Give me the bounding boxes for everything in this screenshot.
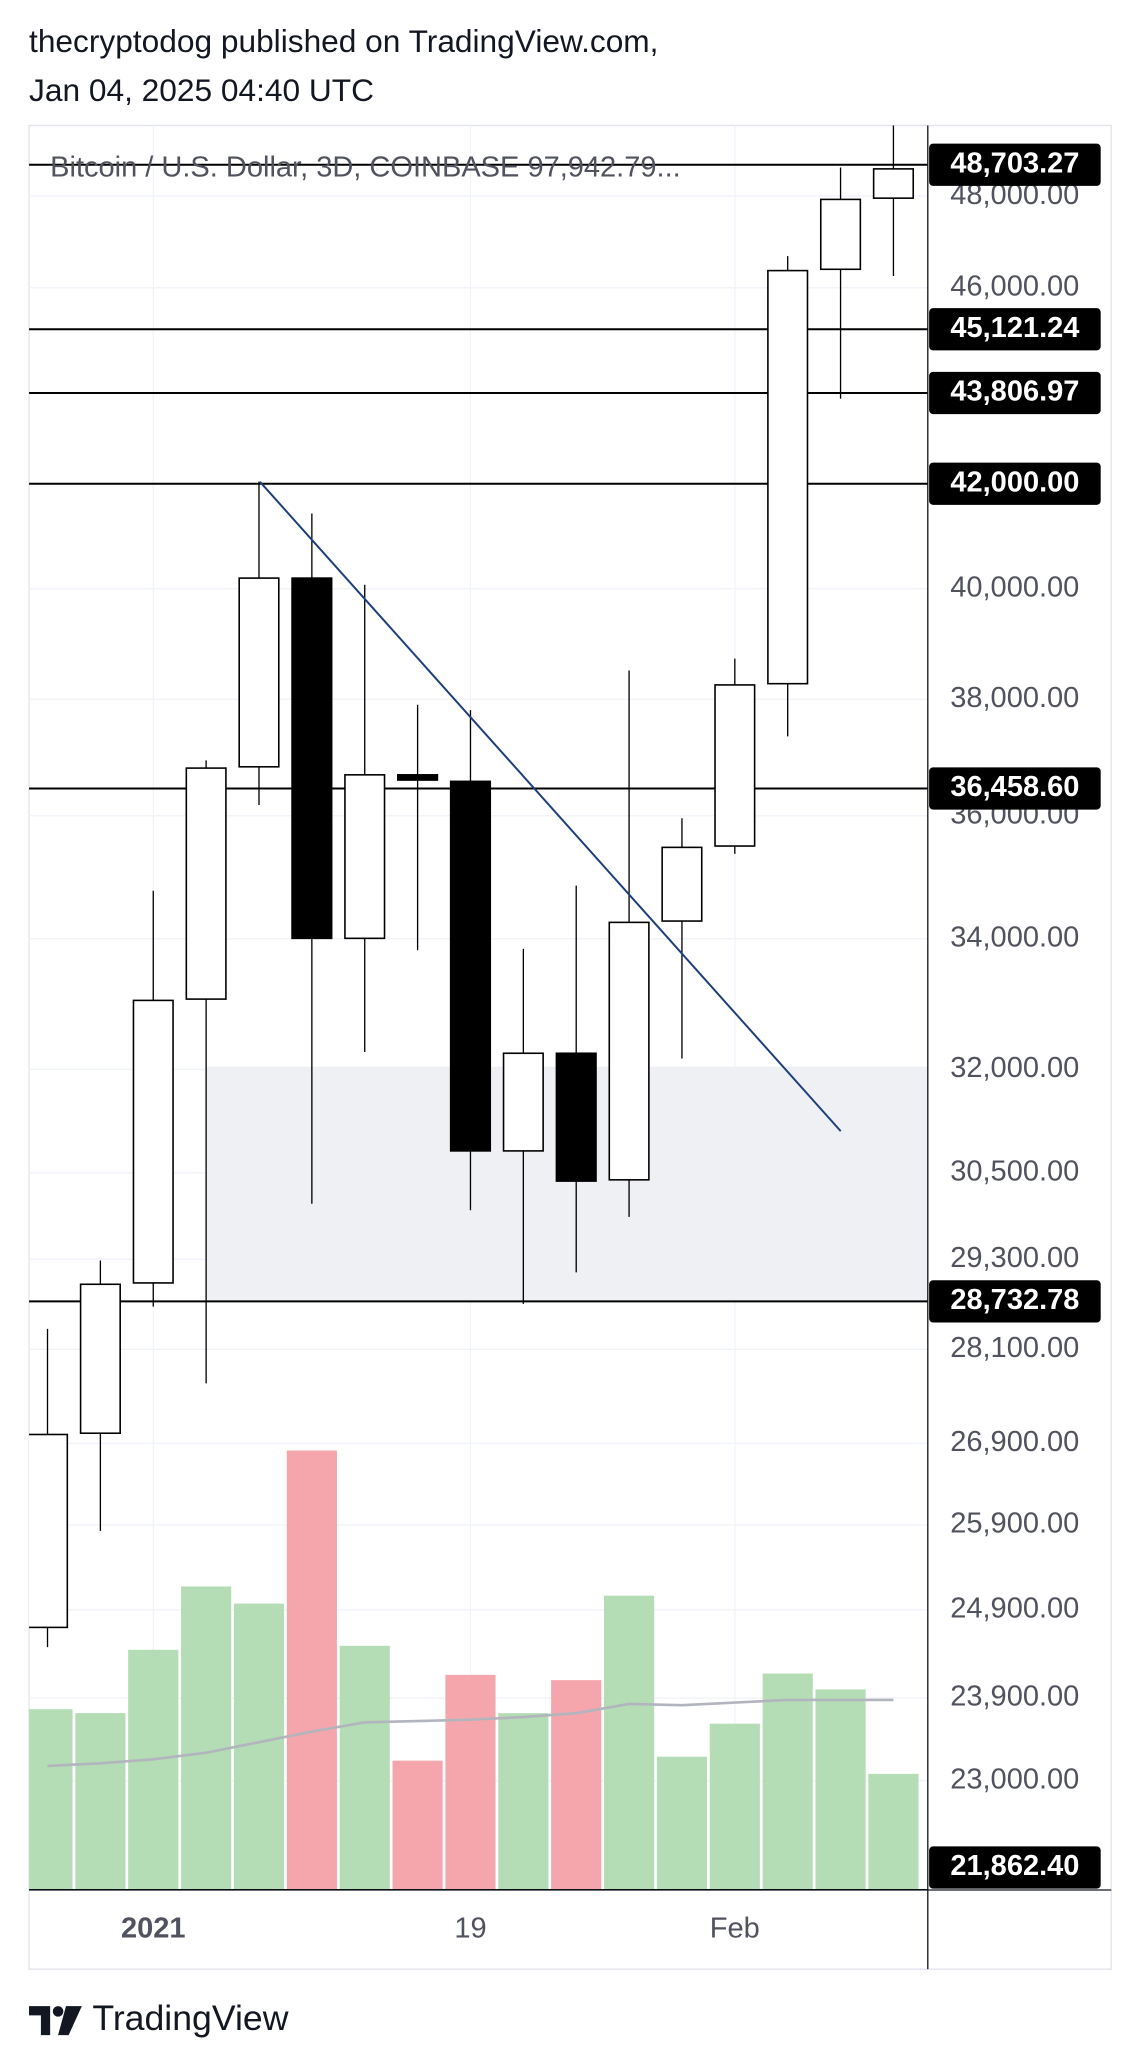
y-tick-label: 32,000.00 (950, 1052, 1079, 1084)
level-label-box (929, 143, 1101, 186)
volume-bar (815, 1689, 866, 1890)
candle-body (767, 269, 809, 685)
candle-body (132, 999, 174, 1284)
candle-body (449, 780, 492, 1152)
publish-date: Jan 04, 2025 04:40 UTC (29, 72, 374, 108)
volume-bar (128, 1649, 179, 1890)
x-tick-label: Feb (710, 1912, 760, 1944)
volume-bar (709, 1723, 760, 1890)
level-label-box (929, 1846, 1101, 1889)
volume-bar (868, 1773, 919, 1890)
candle-body (397, 774, 439, 781)
y-tick-label: 34,000.00 (950, 922, 1079, 954)
y-tick-label: 28,100.00 (950, 1332, 1079, 1364)
x-tick-label: 2021 (121, 1912, 186, 1944)
candle-body (291, 577, 333, 940)
legend: Bitcoin / U.S. Dollar, 3D, COINBASE 97,9… (50, 152, 681, 184)
candle-body (344, 774, 386, 940)
y-tick-label: 23,900.00 (950, 1681, 1079, 1713)
level-label: 45,121.24 (950, 312, 1079, 344)
volume-bar (498, 1713, 549, 1890)
y-tick-label: 30,500.00 (950, 1155, 1079, 1187)
volume-bar (445, 1674, 496, 1890)
x-tick-label: 19 (454, 1912, 486, 1944)
candle-body (819, 198, 862, 271)
volume-bar (286, 1450, 337, 1890)
y-tick-label: 29,300.00 (950, 1242, 1079, 1274)
y-tick-label: 46,000.00 (950, 270, 1079, 302)
plot-area (29, 125, 928, 1890)
level-label-box (929, 1280, 1101, 1323)
y-tick-label: 40,000.00 (950, 571, 1079, 603)
level-label: 48,703.27 (950, 147, 1079, 179)
trendline (259, 481, 842, 1132)
volume-bar (551, 1680, 602, 1890)
volume-bar (181, 1586, 232, 1890)
level-label: 42,000.00 (950, 466, 1079, 498)
volume-bar (75, 1713, 126, 1890)
level-label-box (929, 308, 1101, 351)
candle-body (872, 168, 915, 199)
y-tick-label: 24,900.00 (950, 1592, 1079, 1624)
volume-bar (604, 1595, 655, 1890)
candle-body (185, 767, 227, 1000)
volume-ma (47, 1698, 894, 1768)
candle-body (608, 921, 650, 1181)
volume-bar (29, 1709, 73, 1890)
volume-bar (762, 1673, 813, 1890)
level-label: 43,806.97 (950, 376, 1079, 408)
candle-body (238, 577, 280, 768)
level-label-box (929, 462, 1101, 505)
publisher: thecryptodog published on TradingView.co… (29, 23, 658, 59)
candle-body (661, 846, 703, 922)
level-label: 36,458.60 (950, 771, 1079, 803)
candle-body (79, 1283, 121, 1435)
level-label-box (929, 371, 1101, 415)
brand: TradingView (92, 1998, 288, 2038)
y-tick-label: 25,900.00 (950, 1508, 1079, 1540)
volume-bar (339, 1645, 390, 1890)
level-label: 28,732.78 (950, 1284, 1079, 1316)
price-axis: 48,000.0046,000.0040,000.0038,000.0036,0… (929, 143, 1101, 1889)
y-tick-label: 23,000.00 (950, 1763, 1079, 1795)
y-tick-label: 26,900.00 (950, 1426, 1079, 1458)
volume-bar (392, 1760, 443, 1890)
candle-body (502, 1052, 544, 1152)
candle-body (555, 1052, 597, 1182)
level-label-box (929, 767, 1101, 810)
y-tick-label: 38,000.00 (950, 682, 1079, 714)
candle-body (29, 1433, 69, 1629)
volume-bar (656, 1756, 708, 1890)
candle-body (714, 684, 756, 847)
logo (29, 2006, 82, 2036)
level-label: 21,862.40 (950, 1850, 1079, 1882)
frame (28, 124, 1112, 1970)
